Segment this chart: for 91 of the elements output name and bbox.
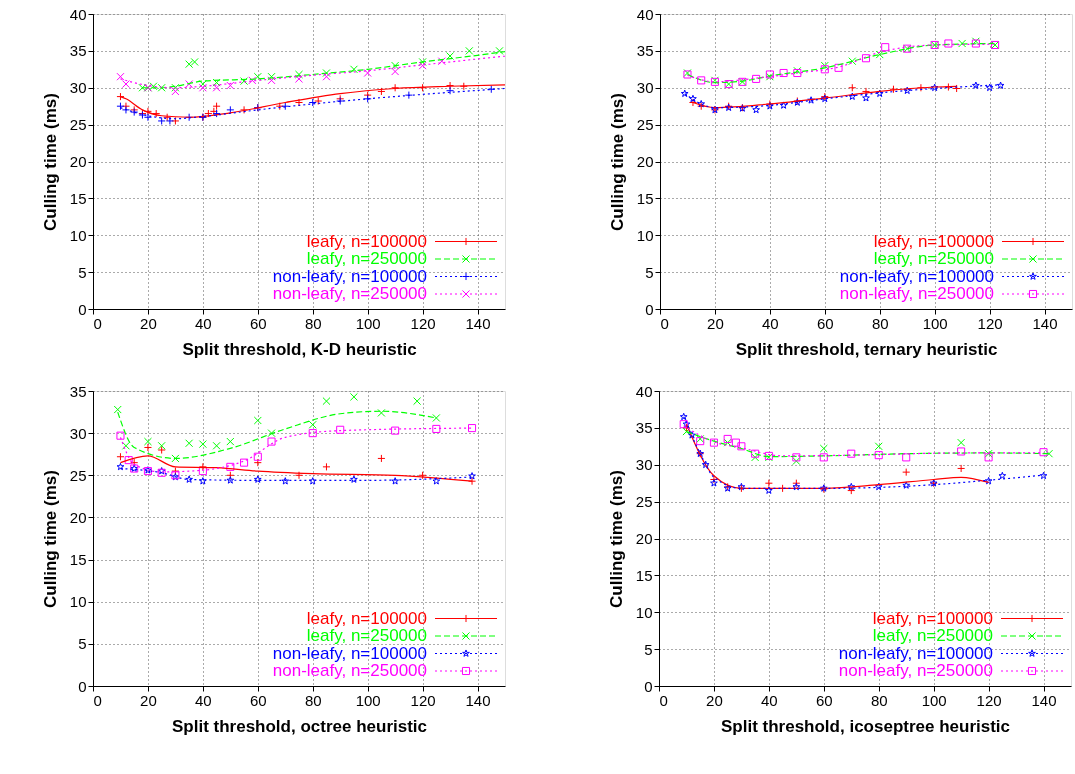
legend-label: non-leafy, n=100000 [839,266,994,286]
y-tick-label: 30 [636,79,654,97]
x-tick-label: 0 [93,691,102,709]
y-tick-label: 10 [635,603,653,621]
x-tick-label: 40 [761,691,778,709]
y-tick-label: 10 [69,226,87,244]
x-tick-label: 140 [465,314,491,332]
legend-label: leafy, n=100000 [872,608,993,628]
y-tick-label: 40 [635,382,653,400]
y-tick-label: 25 [636,116,654,134]
y-tick-label: 35 [636,42,654,60]
y-tick-label: 40 [69,5,87,23]
y-tick-label: 40 [636,5,654,23]
y-tick-label: 5 [644,640,653,658]
x-tick-label: 20 [140,691,157,709]
x-tick-label: 120 [976,691,1002,709]
legend-label: leafy, n=250000 [306,626,427,645]
x-tick-label: 40 [762,314,779,332]
x-tick-label: 140 [1031,691,1057,709]
legend-label: non-leafy, n=250000 [272,284,427,303]
y-tick-label: 15 [69,551,87,569]
x-tick-label: 100 [355,314,381,332]
x-tick-label: 20 [707,314,724,332]
legend-label: non-leafy, n=250000 [272,661,427,680]
y-tick-label: 0 [78,300,87,318]
y-tick-label: 15 [635,566,653,584]
legend-label: non-leafy, n=100000 [272,643,427,663]
y-axis-title: Culling time (ms) [606,470,626,608]
x-tick-label: 40 [195,314,212,332]
x-axis-title: Split threshold, ternary heuristic [735,339,998,359]
x-tick-label: 80 [304,314,322,332]
x-tick-label: 60 [816,314,834,332]
legend-label: non-leafy, n=250000 [839,284,994,303]
legend-label: leafy, n=100000 [873,231,994,251]
legend-label: leafy, n=250000 [872,626,993,645]
legend-label: leafy, n=100000 [306,608,427,628]
x-tick-label: 80 [871,314,889,332]
x-tick-label: 60 [249,314,267,332]
y-tick-label: 15 [636,189,654,207]
y-tick-label: 25 [69,116,87,134]
legend-label: non-leafy, n=100000 [838,643,993,663]
y-tick-label: 25 [635,493,653,511]
x-tick-label: 60 [815,691,833,709]
x-tick-label: 0 [659,691,668,709]
y-tick-label: 5 [645,263,654,281]
x-axis-title: Split threshold, icoseptree heuristic [720,716,1011,736]
y-axis-title: Culling time (ms) [607,93,627,231]
y-tick-label: 25 [69,466,87,484]
y-axis-title: Culling time (ms) [40,470,60,608]
x-axis-title: Split threshold, octree heuristic [171,716,428,736]
x-tick-label: 120 [410,691,436,709]
y-tick-label: 35 [69,42,87,60]
x-tick-label: 60 [249,691,267,709]
legend-label: leafy, n=250000 [873,249,994,268]
y-tick-label: 30 [69,424,87,442]
x-tick-label: 80 [304,691,322,709]
y-axis-title: Culling time (ms) [40,93,60,231]
x-tick-label: 140 [1032,314,1058,332]
x-tick-label: 0 [660,314,669,332]
x-axis-title: Split threshold, K-D heuristic [182,339,417,359]
x-tick-label: 0 [93,314,102,332]
y-tick-label: 10 [69,593,87,611]
legend-label: leafy, n=100000 [306,231,427,251]
y-tick-label: 0 [644,677,653,695]
legend-label: leafy, n=250000 [306,249,427,268]
y-tick-label: 5 [78,635,87,653]
x-tick-label: 100 [355,691,381,709]
y-tick-label: 20 [636,153,654,170]
x-tick-label: 120 [410,314,436,332]
y-tick-label: 15 [69,189,87,207]
y-tick-label: 0 [78,677,87,695]
x-tick-label: 40 [195,691,212,709]
x-tick-label: 100 [922,314,948,332]
legend-label: non-leafy, n=100000 [272,266,427,286]
y-tick-label: 20 [69,153,87,170]
y-tick-label: 35 [635,419,653,437]
x-tick-label: 100 [921,691,947,709]
y-tick-label: 20 [69,508,87,526]
x-tick-label: 20 [706,691,723,709]
x-tick-label: 80 [870,691,888,709]
y-tick-label: 5 [78,263,87,281]
y-tick-label: 10 [636,226,654,244]
y-tick-label: 20 [635,530,653,547]
y-tick-label: 0 [645,300,654,318]
x-tick-label: 140 [465,691,491,709]
x-tick-label: 120 [977,314,1003,332]
y-tick-label: 30 [69,79,87,97]
y-tick-label: 30 [635,456,653,474]
x-tick-label: 20 [140,314,157,332]
legend-label: non-leafy, n=250000 [838,661,993,680]
y-tick-label: 35 [69,382,87,400]
